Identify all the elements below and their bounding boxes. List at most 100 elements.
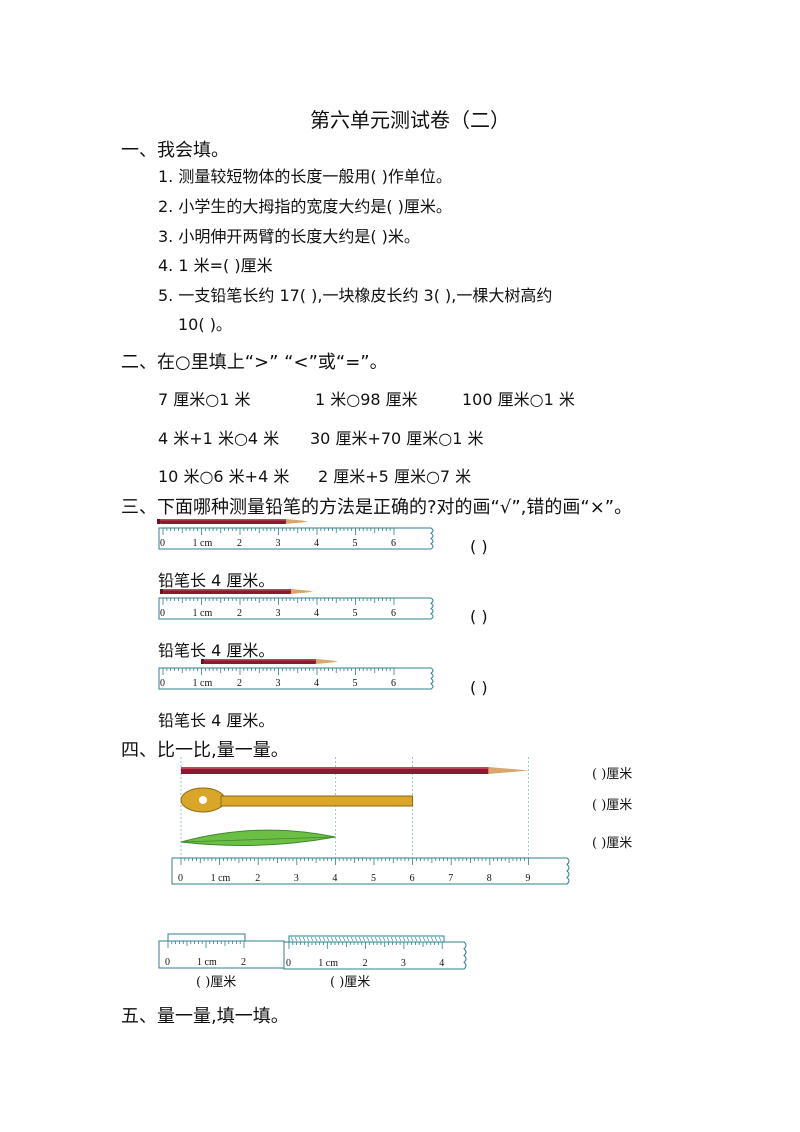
pencil-highlight <box>163 589 291 591</box>
section-4-heading: 四、比一比,量一量。 <box>121 740 289 761</box>
compare-item: 100 厘米○1 米 <box>462 390 575 409</box>
ruler: 0 1 cm 2 3 4 5 6 <box>158 527 434 550</box>
compare-item: 30 厘米+70 厘米○1 米 <box>310 429 484 448</box>
ruler-label: 4 <box>332 873 337 884</box>
ruler-label: 2 <box>237 538 242 549</box>
bar-hatch <box>386 936 390 942</box>
pencil-end <box>157 519 160 524</box>
question-1-5: 5. 一支铅笔长约 17( ),一块橡皮长约 3( ),一棵大树高约 <box>158 286 553 305</box>
ruler-label: 1 cm <box>193 538 213 549</box>
ruler-label: 2 <box>237 678 242 689</box>
ruler-label: 4 <box>314 608 319 619</box>
pencil-caption: 铅笔长 4 厘米。 <box>158 641 275 660</box>
bar-hatch <box>294 936 298 942</box>
answer-blank-small-2: ( )厘米 <box>330 975 371 990</box>
bar-hatch <box>322 936 326 942</box>
ruler-body <box>171 857 570 885</box>
ruler-label: 0 <box>178 873 183 884</box>
bar-hatch <box>306 936 310 942</box>
bar-hatch <box>398 936 402 942</box>
bar-object <box>167 933 246 942</box>
pencil-highlight <box>160 519 286 521</box>
bar-hatch <box>298 936 302 942</box>
ruler-body <box>158 667 434 690</box>
question-1-1: 1. 测量较短物体的长度一般用( )作单位。 <box>158 167 452 186</box>
bar-hatch <box>406 936 410 942</box>
bar-hatch <box>290 936 294 942</box>
ruler-label: 5 <box>353 678 358 689</box>
ruler-label: 2 <box>363 958 368 969</box>
bar-hatch <box>358 936 362 942</box>
question-1-2: 2. 小学生的大拇指的宽度大约是( )厘米。 <box>158 197 452 216</box>
bar-hatch <box>366 936 370 942</box>
bar-hatch <box>378 936 382 942</box>
bar-hatch <box>338 936 342 942</box>
ruler-label: 1 cm <box>318 958 338 969</box>
bar-hatch <box>330 936 334 942</box>
long-pencil <box>181 767 529 774</box>
question-1-4: 4. 1 米=( )厘米 <box>158 256 273 275</box>
answer-blank-small-1: ( )厘米 <box>196 975 237 990</box>
pencil <box>201 659 338 664</box>
section-5-heading: 五、量一量,填一填。 <box>121 1006 289 1027</box>
bar-hatch <box>402 936 406 942</box>
ruler-label: 0 <box>165 957 170 968</box>
small-rulers: 0 1 cm 2 0 1 cm 2 3 4 <box>158 933 467 970</box>
compare-item: 10 米○6 米+4 米 <box>158 467 290 486</box>
ruler-label: 3 <box>276 538 281 549</box>
ruler-label: 7 <box>448 873 453 884</box>
pencil-body <box>181 767 489 774</box>
answer-blank: ( ) <box>470 678 488 697</box>
bar-hatch <box>302 936 306 942</box>
ruler-label: 4 <box>314 678 319 689</box>
ruler-label: 1 cm <box>197 957 217 968</box>
ruler-label: 0 <box>160 678 165 689</box>
bar-hatch <box>354 936 358 942</box>
compare-measure-diagram: 0 1 cm 2 3 4 5 6 7 8 9 <box>171 757 570 885</box>
ruler-label: 5 <box>371 873 376 884</box>
pencil-highlight <box>181 767 489 769</box>
ruler-label: 4 <box>439 958 444 969</box>
bar-hatch <box>310 936 314 942</box>
ruler-label: 0 <box>160 538 165 549</box>
ruler-label: 2 <box>255 873 260 884</box>
ruler-label: 0 <box>286 958 291 969</box>
ruler-label: 3 <box>401 958 406 969</box>
bar-hatch <box>390 936 394 942</box>
ruler-label: 4 <box>314 538 319 549</box>
ruler-label: 6 <box>410 873 415 884</box>
page-title: 第六单元测试卷（二） <box>310 108 510 132</box>
bar-hatch <box>426 936 430 942</box>
pencil-tip <box>488 767 529 774</box>
ruler-label: 1 cm <box>211 873 231 884</box>
ruler-label: 0 <box>160 608 165 619</box>
ruler-label: 3 <box>294 873 299 884</box>
section-2-heading: 二、在○里填上“>” “<”或“=”。 <box>121 352 388 373</box>
ruler-label: 9 <box>525 873 530 884</box>
bar-hatch <box>422 936 426 942</box>
pencil-tip <box>286 519 308 524</box>
question-1-3: 3. 小明伸开两臂的长度大约是( )米。 <box>158 227 420 246</box>
ruler-label: 5 <box>353 608 358 619</box>
pencil <box>160 589 313 594</box>
bar-hatch <box>334 936 338 942</box>
key-blade <box>220 795 414 807</box>
key-hole <box>199 796 207 804</box>
pencil-caption: 铅笔长 4 厘米。 <box>158 571 275 590</box>
ruler-body <box>158 527 434 550</box>
bar-hatch <box>374 936 378 942</box>
bar-hatch <box>370 936 374 942</box>
leaf <box>180 829 336 847</box>
ruler-label: 5 <box>353 538 358 549</box>
ruler-label: 6 <box>391 538 396 549</box>
compare-item: 4 米+1 米○4 米 <box>158 429 280 448</box>
compare-item: 1 米○98 厘米 <box>315 390 418 409</box>
bar-hatch <box>362 936 366 942</box>
answer-blank-pencil: ( )厘米 <box>592 767 633 782</box>
bar-hatch <box>418 936 422 942</box>
answer-blank: ( ) <box>470 537 488 556</box>
pencil-caption: 铅笔长 4 厘米。 <box>158 711 275 730</box>
answer-blank-key: ( )厘米 <box>592 798 633 813</box>
ruler-label: 3 <box>276 678 281 689</box>
question-1-5-cont: 10( )。 <box>178 315 232 334</box>
